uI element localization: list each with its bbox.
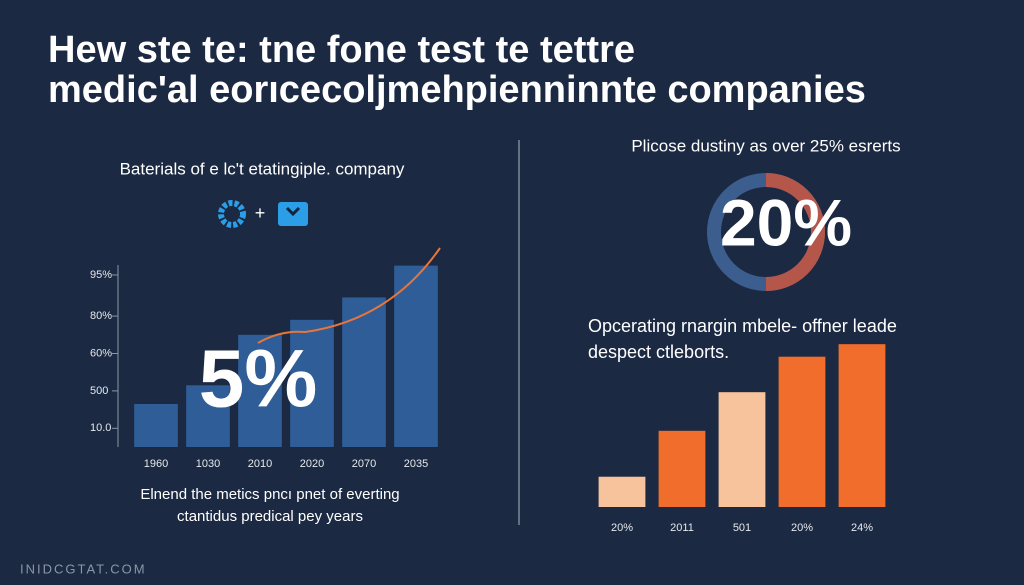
donut-arc xyxy=(765,173,825,291)
trend-line xyxy=(257,247,441,344)
y-tick-label: 80% xyxy=(90,310,112,322)
bar xyxy=(238,334,282,447)
chart-subtitle: Baterials of e lc't etatingiple. company xyxy=(120,159,405,178)
donut-label: 20% xyxy=(720,185,852,259)
x-tick-label: 20% xyxy=(611,522,633,534)
bar xyxy=(394,265,438,447)
x-tick-label: 501 xyxy=(733,522,751,534)
y-tick-label: 10.0 xyxy=(90,422,111,434)
bar xyxy=(342,297,386,447)
x-tick-label: 1960 xyxy=(144,458,168,470)
x-tick-label: 2070 xyxy=(352,458,376,470)
bar xyxy=(718,392,766,507)
bar xyxy=(598,476,646,507)
annotation: 5% xyxy=(199,334,318,425)
bar xyxy=(778,356,826,507)
bar xyxy=(186,385,230,447)
y-tick-label: 60% xyxy=(90,347,112,359)
bar xyxy=(290,319,334,447)
bar xyxy=(658,430,706,507)
x-tick-label: 2010 xyxy=(248,458,272,470)
x-tick-label: 2011 xyxy=(670,522,694,534)
title-line: medic'al eorıcecoljmehpienninnte compani… xyxy=(48,69,866,111)
donut-caption: Plicose dustiny as over 25% esrerts xyxy=(631,136,900,155)
chart-title: despect ctleborts. xyxy=(588,342,729,362)
x-tick-label: 2035 xyxy=(404,458,428,470)
x-tick-label: 24% xyxy=(851,522,873,534)
chart-title: Opcerating rnargin mbele- offner leade xyxy=(588,316,897,336)
footnote: Elnend the metics pncı pnet of everting xyxy=(140,486,399,503)
x-tick-label: 2020 xyxy=(300,458,324,470)
footnote: ctantidus predical pey years xyxy=(177,508,363,525)
y-tick-label: 95% xyxy=(90,269,112,281)
x-tick-label: 20% xyxy=(791,522,813,534)
watermark: INIDCGTAT.COM xyxy=(20,561,147,576)
svg-text:+: + xyxy=(255,203,266,223)
x-tick-label: 1030 xyxy=(196,458,220,470)
bar xyxy=(838,344,886,507)
y-tick-label: 500 xyxy=(90,385,108,397)
icons: + xyxy=(218,200,308,228)
title-line: Hew ste te: tne fone test te tettre xyxy=(48,29,635,71)
bar xyxy=(134,403,178,447)
